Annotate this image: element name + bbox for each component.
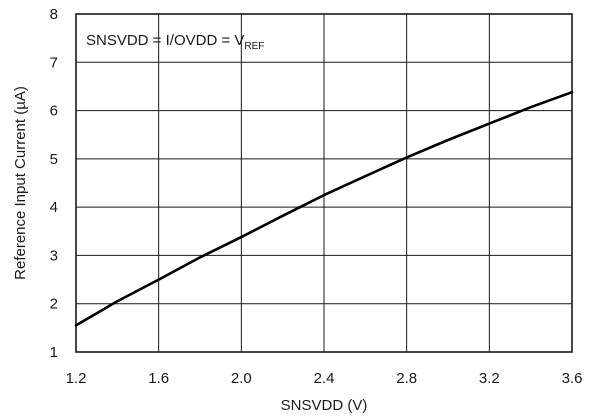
y-tick-label: 6 <box>50 103 58 120</box>
annotation-text: SNSVDD = I/OVDD = V <box>86 32 244 49</box>
y-tick-label: 8 <box>50 6 58 23</box>
x-tick-label: 3.2 <box>479 370 500 387</box>
series-line <box>74 90 574 327</box>
x-tick-label: 1.2 <box>66 370 87 387</box>
y-tick-label: 2 <box>50 296 58 313</box>
y-tick-label: 5 <box>50 151 58 168</box>
x-tick-label: 3.6 <box>562 370 583 387</box>
plot-frame <box>75 13 573 353</box>
y-tick-labels: 1 2 3 4 5 6 7 8 <box>50 6 58 361</box>
x-tick-label: 2.0 <box>231 370 252 387</box>
grid <box>76 14 572 352</box>
y-axis-label: Reference Input Current (µA) <box>12 86 29 280</box>
x-tick-label: 1.6 <box>148 370 169 387</box>
x-tick-label: 2.8 <box>396 370 417 387</box>
x-tick-labels: 1.2 1.6 2.0 2.4 2.8 3.2 3.6 <box>66 370 583 387</box>
x-axis-label: SNSVDD (V) <box>281 397 368 414</box>
y-tick-label: 7 <box>50 54 58 71</box>
y-tick-label: 3 <box>50 247 58 264</box>
y-tick-label: 4 <box>50 199 58 216</box>
annotation-subscript: REF <box>244 41 264 52</box>
x-tick-label: 2.4 <box>314 370 335 387</box>
y-tick-label: 1 <box>50 344 58 361</box>
annotation-label: SNSVDD = I/OVDD = VREF <box>86 32 264 52</box>
